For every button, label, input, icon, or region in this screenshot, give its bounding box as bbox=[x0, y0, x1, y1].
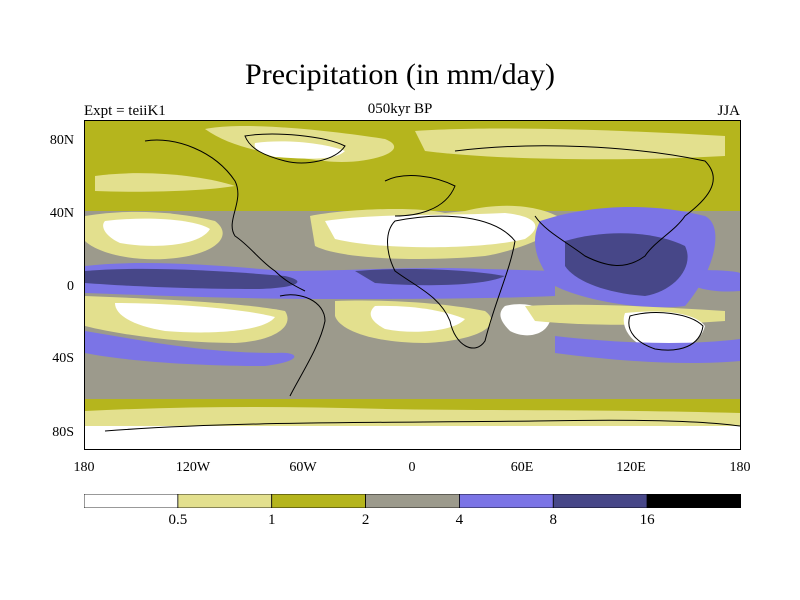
map-svg bbox=[85, 121, 741, 449]
antarctica-coast bbox=[104, 419, 741, 432]
pacific-itcz-dark bbox=[85, 268, 298, 289]
south-america-coast bbox=[279, 294, 326, 397]
colorbar-swatch bbox=[177, 494, 273, 508]
colorbar-swatch bbox=[552, 494, 648, 508]
lon-label-60e: 60E bbox=[510, 460, 534, 475]
chart-title: Precipitation (in mm/day) bbox=[245, 58, 555, 91]
colorbar-label: 2 bbox=[361, 512, 370, 528]
lon-label-120w: 120W bbox=[175, 460, 211, 475]
south-pacific-dry-white bbox=[115, 303, 275, 333]
coastlines bbox=[104, 133, 741, 432]
australia-white bbox=[623, 311, 705, 351]
antarctic-white bbox=[85, 426, 740, 449]
colorbar-swatch bbox=[365, 494, 460, 508]
lon-label-120e: 120E bbox=[616, 460, 646, 475]
west-pacific-blue bbox=[685, 270, 740, 292]
lat-label-40n: 40N bbox=[49, 206, 74, 221]
greenland-coast bbox=[244, 133, 346, 164]
lat-label-40s: 40S bbox=[52, 351, 74, 366]
north-america-coast bbox=[144, 139, 306, 292]
north-pacific-dry-white bbox=[103, 218, 210, 246]
colorbar-swatch bbox=[84, 494, 179, 508]
colorbar-swatch bbox=[271, 494, 366, 508]
greenland-white-area bbox=[254, 141, 345, 159]
asia-coast bbox=[454, 145, 714, 266]
lat-label-0: 0 bbox=[67, 279, 74, 294]
colorbar-label: 4 bbox=[455, 512, 464, 528]
colorbar-label: 8 bbox=[549, 512, 558, 528]
north-pacific-yellow bbox=[95, 173, 235, 192]
season-label: JJA bbox=[717, 103, 740, 119]
south-yellow-band bbox=[85, 406, 740, 426]
lat-label-80n: 80N bbox=[49, 133, 74, 148]
precipitation-map bbox=[84, 120, 741, 450]
lon-label-180w: 180 bbox=[73, 460, 95, 475]
colorbar-label: 0.5 bbox=[168, 512, 188, 528]
lat-label-80s: 80S bbox=[52, 425, 74, 440]
sahara-white bbox=[325, 213, 536, 248]
colorbar-swatch bbox=[459, 494, 554, 508]
atlantic-itcz-dark bbox=[355, 268, 505, 286]
colorbar bbox=[84, 494, 741, 508]
europe-coast bbox=[384, 175, 456, 217]
south-atlantic-white bbox=[370, 305, 465, 332]
lon-label-60w: 60W bbox=[289, 460, 317, 475]
colorbar-swatch bbox=[646, 494, 741, 508]
south-pacific-blue bbox=[85, 331, 295, 366]
lon-label-180e: 180 bbox=[729, 460, 751, 475]
experiment-label: Expt = teiiK1 bbox=[84, 103, 166, 119]
period-label: 050kyr BP bbox=[367, 101, 433, 117]
colorbar-label: 16 bbox=[639, 512, 655, 528]
australia-coast bbox=[628, 312, 704, 351]
lon-label-0: 0 bbox=[408, 460, 416, 475]
colorbar-label: 1 bbox=[267, 512, 276, 528]
africa-coast bbox=[387, 215, 516, 349]
